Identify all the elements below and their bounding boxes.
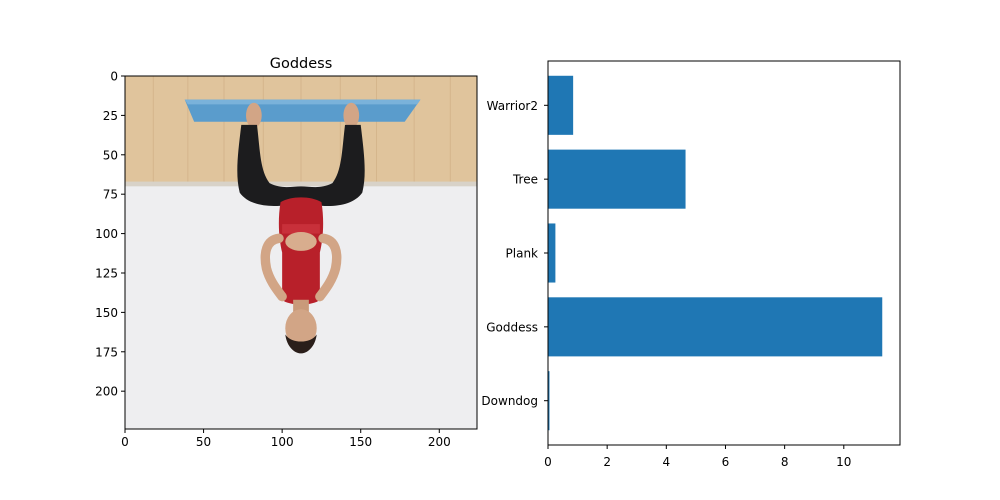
image-y-tick-label: 150 — [95, 306, 118, 320]
bar-y-axis: Downdog Goddess Plank Tree Warrior2 — [481, 99, 548, 408]
image-y-tick-label: 100 — [95, 227, 118, 241]
bar-category-label: Tree — [512, 173, 538, 187]
image-title: Goddess — [270, 56, 333, 72]
bar-plank — [548, 223, 556, 283]
bar-downdog — [548, 371, 550, 431]
bar-x-axis: 0 2 4 6 8 10 — [544, 445, 851, 469]
bar-x-tick-label: 2 — [603, 455, 611, 469]
image-y-tick-label: 200 — [95, 385, 118, 399]
image-subplot: Goddess — [95, 56, 478, 449]
yoga-image — [125, 76, 477, 429]
bar-plot-area — [548, 61, 900, 445]
image-y-tick-label: 25 — [103, 109, 118, 123]
image-y-tick-label: 175 — [95, 345, 118, 359]
image-y-tick-label: 75 — [103, 188, 118, 202]
head — [285, 309, 317, 348]
bar-category-label: Downdog — [481, 394, 538, 408]
legs — [237, 124, 365, 207]
bar-tree — [548, 149, 686, 209]
image-y-tick-label: 50 — [103, 148, 118, 162]
image-x-tick-label: 200 — [428, 435, 451, 449]
bar-x-tick-label: 0 — [544, 455, 552, 469]
bar-category-label: Plank — [506, 247, 539, 261]
bars — [548, 75, 883, 431]
image-x-tick-label: 150 — [349, 435, 372, 449]
bar-x-tick-label: 4 — [662, 455, 670, 469]
image-x-tick-label: 100 — [271, 435, 294, 449]
bar-category-label: Goddess — [486, 320, 538, 334]
image-x-axis: 0 50 100 150 200 — [121, 429, 451, 449]
bar-category-label: Warrior2 — [487, 99, 538, 113]
image-y-tick-label: 0 — [110, 70, 118, 84]
bar-subplot: 0 2 4 6 8 10 Downdog Goddess Plank Tree Warrior2 — [481, 60, 901, 469]
yoga-mat — [184, 99, 421, 122]
bar-x-tick-label: 8 — [781, 455, 789, 469]
image-y-tick-label: 125 — [95, 266, 118, 280]
image-x-tick-label: 0 — [121, 435, 129, 449]
bar-x-tick-label: 10 — [836, 455, 851, 469]
bar-x-tick-label: 6 — [722, 455, 730, 469]
bar-warrior2 — [548, 75, 574, 135]
image-y-axis: 0 25 50 75 100 125 150 175 200 — [95, 70, 125, 399]
bar-goddess — [548, 297, 883, 357]
image-x-tick-label: 50 — [196, 435, 211, 449]
